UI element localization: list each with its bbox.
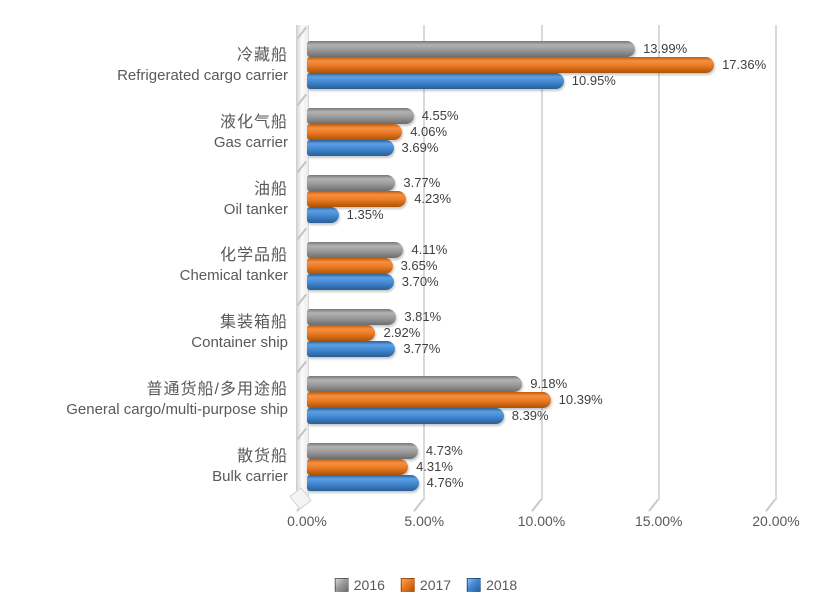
category-label: 普通货船/多用途船 General cargo/multi-purpose shi… [0, 366, 288, 433]
category-label-zh: 普通货船/多用途船 [146, 381, 288, 399]
bar-2017-container-ship [307, 324, 376, 341]
category-label-zh: 液化气船 [219, 113, 288, 131]
value-label: 17.36% [722, 57, 767, 73]
value-label: 4.73% [425, 442, 463, 458]
value-label: 4.55% [421, 108, 459, 124]
category-label-en: Container ship [191, 334, 288, 352]
x-axis-tick-label: 10.00% [517, 513, 566, 529]
value-label: 4.11% [411, 242, 448, 257]
category-label-zh: 散货船 [236, 448, 288, 466]
bar-2018-general-cargo-multi-purpose-ship [307, 407, 504, 424]
gridline [423, 25, 426, 500]
bar-2016-general-cargo-multi-purpose-ship [307, 375, 523, 392]
value-label: 3.81% [404, 308, 442, 324]
legend: 2016 2017 2018 [334, 577, 517, 593]
bar-2018-container-ship [307, 340, 396, 357]
value-label: 2.92% [383, 324, 421, 340]
legend-swatch-2017 [400, 578, 415, 592]
category-label-zh: 冷藏船 [236, 46, 288, 64]
bar-2016-chemical-tanker [307, 242, 404, 258]
value-label: 8.39% [511, 407, 549, 423]
value-label: 10.39% [558, 391, 603, 407]
value-label: 4.06% [410, 124, 448, 140]
value-label: 9.18% [530, 375, 568, 391]
legend-label: 2017 [419, 577, 452, 593]
bar-2016-gas-carrier [307, 108, 414, 125]
bar-2018-gas-carrier [307, 140, 394, 157]
category-label: 散货船 Bulk carrier [0, 433, 288, 500]
legend-item-2017: 2017 [400, 577, 452, 593]
category-label-en: Refrigerated cargo carrier [117, 66, 288, 84]
x-axis-tick-label: 5.00% [404, 513, 445, 529]
category-label-en: Chemical tanker [179, 267, 288, 285]
bar-2017-refrigerated-cargo-carrier [307, 57, 715, 74]
category-label: 化学品船 Chemical tanker [0, 233, 288, 300]
bar-2018-bulk-carrier [307, 474, 419, 491]
bar-2018-refrigerated-cargo-carrier [307, 73, 564, 90]
x-axis-tick-label: 20.00% [752, 513, 800, 529]
bar-2016-bulk-carrier [307, 442, 418, 459]
category-label: 油船 Oil tanker [0, 166, 288, 233]
legend-item-2016: 2016 [334, 577, 385, 593]
axis-tick-mark [413, 498, 425, 512]
axis-tick-mark [647, 498, 659, 512]
bar-2018-oil-tanker [307, 207, 339, 224]
value-label: 4.31% [416, 458, 453, 474]
bar-2017-bulk-carrier [307, 458, 409, 475]
value-label: 1.35% [346, 207, 384, 223]
bar-2017-gas-carrier [307, 124, 403, 141]
value-label: 13.99% [643, 41, 688, 57]
gridline [540, 25, 543, 500]
category-label-zh: 集装箱船 [219, 314, 288, 332]
category-label-zh: 化学品船 [219, 247, 288, 265]
category-label: 集装箱船 Container ship [0, 299, 288, 366]
gridline [657, 25, 660, 500]
bar-2016-oil-tanker [307, 175, 396, 192]
category-label-zh: 油船 [253, 180, 288, 198]
legend-label: 2016 [353, 577, 385, 593]
value-label: 3.65% [400, 258, 438, 273]
value-label: 3.69% [401, 140, 439, 156]
value-label: 3.77% [403, 340, 441, 356]
axis-tick-mark [530, 498, 542, 512]
value-label: 4.76% [426, 474, 464, 490]
legend-swatch-2018 [467, 578, 482, 592]
value-label: 3.70% [401, 274, 439, 289]
legend-item-2018: 2018 [467, 577, 517, 593]
gridline [775, 25, 777, 500]
category-label-en: Gas carrier [213, 133, 288, 151]
value-label: 10.95% [571, 73, 616, 89]
value-label: 4.23% [414, 191, 452, 207]
bar-2016-refrigerated-cargo-carrier [307, 41, 636, 58]
bar-2017-oil-tanker [307, 191, 407, 208]
category-label-en: General cargo/multi-purpose ship [66, 401, 288, 419]
axis-tick-mark [765, 498, 776, 512]
category-label: 液化气船 Gas carrier [0, 99, 288, 166]
category-label-en: Oil tanker [223, 200, 288, 218]
legend-label: 2018 [486, 577, 518, 593]
category-label-en: Bulk carrier [212, 468, 288, 486]
category-label: 冷藏船 Refrigerated cargo carrier [0, 32, 288, 99]
bar-2017-chemical-tanker [307, 258, 393, 274]
x-axis-tick-label: 0.00% [287, 513, 327, 529]
x-axis-tick-label: 15.00% [635, 513, 683, 529]
legend-swatch-2016 [334, 578, 349, 592]
value-label: 3.77% [403, 175, 441, 191]
bar-2018-chemical-tanker [307, 274, 394, 290]
bar-2016-container-ship [307, 308, 397, 325]
bar-2017-general-cargo-multi-purpose-ship [307, 391, 551, 408]
